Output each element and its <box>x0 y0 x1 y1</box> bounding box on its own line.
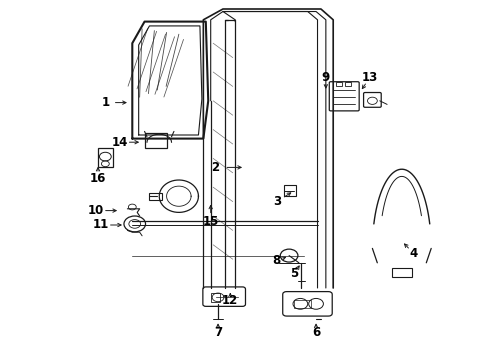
Bar <box>145 133 167 148</box>
Text: 14: 14 <box>112 136 128 149</box>
Bar <box>98 148 113 167</box>
Text: 4: 4 <box>410 247 418 260</box>
Text: 16: 16 <box>90 172 106 185</box>
Text: 10: 10 <box>87 204 104 217</box>
Bar <box>211 293 220 302</box>
Text: 5: 5 <box>290 267 298 280</box>
Text: 3: 3 <box>273 195 281 208</box>
Text: 12: 12 <box>222 294 239 307</box>
Text: 7: 7 <box>214 327 222 339</box>
Text: 8: 8 <box>273 255 281 267</box>
Text: 13: 13 <box>362 71 378 84</box>
Text: 15: 15 <box>202 215 219 228</box>
Text: 9: 9 <box>322 71 330 84</box>
Text: 2: 2 <box>212 161 220 174</box>
Bar <box>336 82 342 86</box>
Bar <box>149 193 162 200</box>
Bar <box>392 268 412 277</box>
Text: 1: 1 <box>101 96 109 109</box>
Text: 6: 6 <box>312 327 320 339</box>
Bar <box>294 300 311 308</box>
Bar <box>345 82 351 86</box>
Bar <box>284 185 296 196</box>
Text: 11: 11 <box>92 219 109 231</box>
